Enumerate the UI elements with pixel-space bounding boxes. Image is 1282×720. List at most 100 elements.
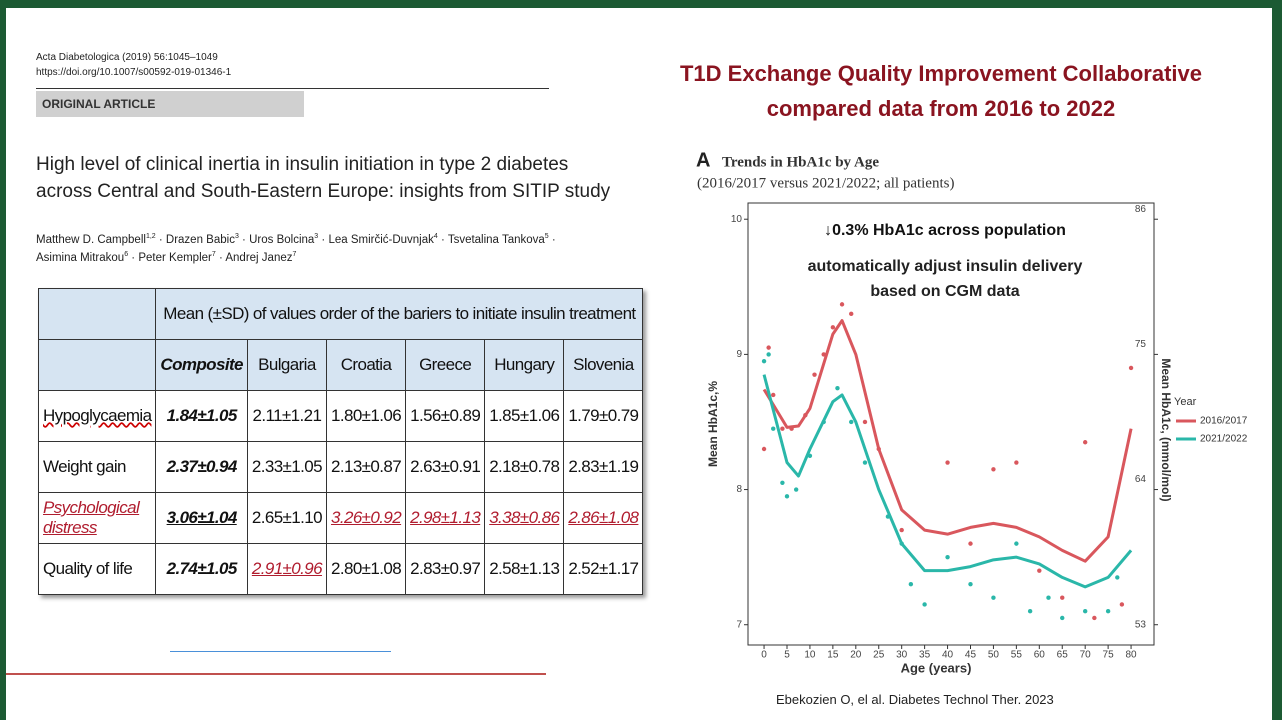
cell-value: 2.33±1.05 — [251, 457, 323, 476]
row-label: Hypoglycaemia — [37, 390, 157, 442]
legend-label: 2021/2022 — [1200, 434, 1248, 445]
y2-axis-label: Mean HbA1c, (mmol/mol) — [1159, 358, 1173, 501]
authors: Asimina Mitrakou6 · Peter Kempler7 · And… — [36, 251, 297, 264]
doi: https://doi.org/10.1007/s00592-019-01346… — [36, 67, 232, 78]
data-point — [771, 426, 776, 431]
x-tick-label: 10 — [804, 650, 816, 661]
paper-title: across Central and South-Eastern Europe:… — [36, 181, 611, 202]
data-point — [1105, 609, 1111, 614]
data-point — [862, 419, 868, 425]
cell-value: 2.80±1.08 — [330, 559, 402, 578]
cell-value: 2.13±0.87 — [330, 457, 402, 476]
data-point — [812, 372, 817, 377]
cell-value: 2.74±1.05 — [166, 559, 238, 578]
table-cell: 1.85±1.06 — [484, 390, 565, 442]
table-cell: 2.86±1.08 — [563, 492, 644, 544]
slide-title: T1D Exchange Quality Improvement Collabo… — [646, 56, 1236, 126]
data-point — [780, 480, 785, 485]
author-affiliation: 7 — [292, 251, 297, 258]
table-cell: 2.18±0.78 — [484, 441, 565, 493]
data-point — [1027, 609, 1033, 614]
cell-value: 2.52±1.17 — [568, 559, 639, 578]
cell-value: 2.83±0.97 — [410, 559, 481, 578]
column-row: Composite Bulgaria Croatia Greece Hungary Slo… — [37, 339, 644, 391]
cell-value: 2.18±0.78 — [489, 457, 560, 476]
data-point — [761, 358, 767, 364]
slide-title-line: T1D Exchange Quality Improvement Collabo… — [679, 61, 1203, 86]
cell-value: 1.80±1.06 — [330, 406, 402, 425]
data-point — [839, 302, 845, 307]
panel-label: A — [696, 149, 710, 171]
y2-tick-label: 64 — [1135, 474, 1147, 485]
header-row: Mean (±SD) of values order of the barier… — [37, 288, 644, 340]
data-point — [899, 527, 904, 533]
table-row: Weight gain 2.37±0.94 2.33±1.05 2.13±0.87 2.… — [37, 441, 644, 493]
chart-title: Trends in HbA1c by Age — [722, 154, 879, 170]
table-row: Hypoglycaemia 1.84±1.05 2.11±1.21 1.80±1.06… — [37, 390, 644, 442]
legend-title: Year — [1174, 396, 1197, 408]
slide-title-line: compared data from 2016 to 2022 — [766, 96, 1116, 121]
table-cell: 2.37±0.94 — [155, 441, 248, 493]
x-tick-label: 45 — [965, 650, 977, 661]
cell-value: 2.83±1.19 — [568, 457, 639, 476]
x-tick-label: 65 — [1057, 650, 1069, 661]
table-cell: 2.13±0.87 — [325, 441, 407, 493]
x-tick-label: 55 — [1011, 650, 1023, 661]
cell-value: 2.86±1.08 — [568, 508, 639, 527]
table-cell: 2.91±0.96 — [246, 543, 327, 595]
data-point — [780, 426, 785, 431]
paper-title: High level of clinical inertia in insuli… — [36, 154, 569, 175]
annotation: automatically adjust insulin delivery — [808, 258, 1083, 275]
data-point — [908, 581, 914, 587]
data-point — [1092, 615, 1097, 621]
trend-line — [762, 374, 1133, 589]
author-affiliation: 4 — [433, 233, 438, 240]
data-point — [771, 392, 776, 398]
table-cell: 3.38±0.86 — [484, 492, 565, 544]
x-axis-label: Age (years) — [901, 660, 972, 675]
data-point — [945, 554, 950, 560]
table-cell: 2.80±1.08 — [325, 543, 407, 595]
cell-value: 1.79±0.79 — [568, 406, 639, 425]
barrier-table: Mean (±SD) of values order of the barier… — [37, 288, 644, 595]
data-point — [1060, 615, 1065, 621]
table-cell: 1.79±0.79 — [563, 390, 644, 442]
data-point — [1082, 609, 1088, 614]
cell-value: 1.84±1.05 — [166, 406, 238, 425]
cell-value: 2.98±1.13 — [410, 508, 481, 527]
data-point — [766, 345, 771, 350]
slide: Acta Diabetologica (2019) 56:1045–1049 h… — [6, 8, 1272, 720]
author-name: Asimina Mitrakou — [36, 251, 125, 264]
plot-area — [747, 202, 1155, 646]
x-tick-label: 20 — [850, 650, 862, 661]
rule — [6, 673, 546, 675]
journal: Acta Diabetologica (2019) 56:1045–1049 — [36, 52, 218, 63]
row-label: Psychological distress — [37, 492, 157, 544]
row-label-text: Hypoglycaemia — [43, 406, 152, 425]
cell-value: 2.11±1.21 — [252, 406, 322, 425]
row-label-text: Weight gain — [43, 457, 126, 476]
data-point — [945, 460, 950, 465]
data-point — [784, 494, 790, 499]
cell-value: 2.37±0.94 — [166, 457, 238, 476]
author-affiliation: 5 — [544, 233, 549, 240]
cell-value: 2.58±1.13 — [489, 559, 560, 578]
table-cell: 3.06±1.04 — [155, 492, 248, 544]
y2-tick-label: 53 — [1135, 619, 1147, 630]
section-label: ORIGINAL ARTICLE — [36, 91, 304, 117]
citation: Ebekozien O, el al. Diabetes Technol The… — [776, 692, 1054, 707]
author-name: Uros Bolcina — [249, 233, 315, 246]
author-affiliation: 7 — [211, 251, 216, 258]
cell-value: 2.65±1.10 — [251, 508, 323, 527]
y-tick-label: 8 — [736, 484, 742, 495]
cell-value: 1.85±1.06 — [489, 406, 560, 425]
trend-line — [762, 319, 1133, 563]
corner-cell — [37, 288, 157, 340]
data-point — [1060, 595, 1065, 600]
table-cell: 2.52±1.17 — [563, 543, 644, 595]
data-point — [766, 352, 771, 357]
column-header: Slovenia — [563, 339, 644, 391]
x-tick-label: 15 — [827, 650, 839, 661]
authors: Matthew D. Campbell1,2 · Drazen Babic3 ·… — [36, 233, 556, 246]
